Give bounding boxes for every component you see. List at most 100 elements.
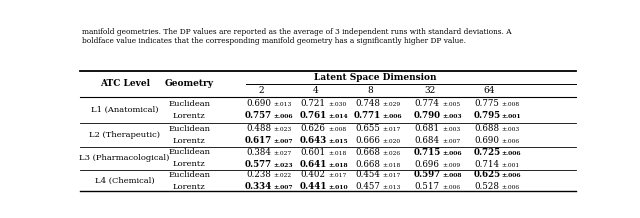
Text: Latent Space Dimension: Latent Space Dimension: [314, 73, 436, 82]
Text: ±.008: ±.008: [442, 173, 461, 178]
Text: L3 (Pharmacological): L3 (Pharmacological): [79, 154, 170, 162]
Text: 0.684: 0.684: [415, 136, 440, 145]
Text: 0.774: 0.774: [415, 99, 440, 108]
Text: 8: 8: [367, 86, 373, 95]
Text: 0.384: 0.384: [246, 148, 271, 157]
Text: ±.020: ±.020: [383, 139, 401, 144]
Text: 0.748: 0.748: [355, 99, 380, 108]
Text: Lorentz: Lorentz: [173, 160, 205, 169]
Text: ATC Level: ATC Level: [100, 79, 150, 88]
Text: 0.457: 0.457: [355, 182, 380, 191]
Text: 0.655: 0.655: [355, 124, 380, 133]
Text: ±.017: ±.017: [383, 127, 401, 132]
Text: 0.666: 0.666: [355, 136, 380, 145]
Text: ±.007: ±.007: [273, 139, 293, 144]
Text: ±.007: ±.007: [442, 139, 460, 144]
Text: ±.013: ±.013: [383, 185, 401, 190]
Text: ±.001: ±.001: [502, 114, 521, 119]
Text: L1 (Anatomical): L1 (Anatomical): [91, 106, 158, 114]
Text: 0.488: 0.488: [246, 124, 271, 133]
Text: 0.402: 0.402: [301, 170, 326, 179]
Text: ±.010: ±.010: [328, 185, 348, 190]
Text: 0.681: 0.681: [415, 124, 440, 133]
Text: Euclidean: Euclidean: [168, 170, 210, 179]
Text: 0.714: 0.714: [474, 160, 499, 169]
Text: 0.725: 0.725: [473, 148, 500, 157]
Text: 0.668: 0.668: [355, 160, 380, 169]
Text: ±.006: ±.006: [442, 185, 460, 190]
Text: ±.001: ±.001: [502, 163, 520, 168]
Text: 0.771: 0.771: [354, 111, 381, 120]
Text: ±.017: ±.017: [328, 173, 346, 178]
Text: 0.757: 0.757: [245, 111, 272, 120]
Text: 4: 4: [313, 86, 319, 95]
Text: ±.017: ±.017: [383, 173, 401, 178]
Text: 0.721: 0.721: [301, 99, 326, 108]
Text: ±.006: ±.006: [442, 151, 461, 156]
Text: ±.009: ±.009: [442, 163, 460, 168]
Text: 0.641: 0.641: [300, 160, 327, 169]
Text: ±.015: ±.015: [328, 139, 348, 144]
Text: ±.023: ±.023: [273, 163, 293, 168]
Text: 0.517: 0.517: [415, 182, 440, 191]
Text: ±.006: ±.006: [502, 185, 520, 190]
Text: 0.625: 0.625: [473, 170, 500, 179]
Text: 0.334: 0.334: [245, 182, 272, 191]
Text: Euclidean: Euclidean: [168, 148, 210, 156]
Text: Euclidean: Euclidean: [168, 124, 210, 133]
Text: ±.023: ±.023: [273, 127, 292, 132]
Text: L4 (Chemical): L4 (Chemical): [95, 177, 154, 185]
Text: 0.688: 0.688: [474, 124, 499, 133]
Text: 0.715: 0.715: [413, 148, 441, 157]
Text: 2: 2: [258, 86, 264, 95]
Text: ±.027: ±.027: [273, 151, 292, 156]
Text: ±.006: ±.006: [383, 114, 402, 119]
Text: Lorentz: Lorentz: [173, 183, 205, 191]
Text: ±.003: ±.003: [442, 127, 460, 132]
Text: ±.006: ±.006: [273, 114, 293, 119]
Text: ±.030: ±.030: [328, 102, 346, 107]
Text: 0.577: 0.577: [245, 160, 272, 169]
Text: ±.018: ±.018: [383, 163, 401, 168]
Text: 64: 64: [483, 86, 495, 95]
Text: 0.790: 0.790: [413, 111, 441, 120]
Text: 32: 32: [424, 86, 435, 95]
Text: ±.006: ±.006: [502, 151, 521, 156]
Text: ±.006: ±.006: [502, 139, 520, 144]
Text: ±.026: ±.026: [383, 151, 401, 156]
Text: ±.003: ±.003: [502, 127, 520, 132]
Text: Lorentz: Lorentz: [173, 112, 205, 120]
Text: 0.761: 0.761: [300, 111, 327, 120]
Text: 0.795: 0.795: [473, 111, 500, 120]
Text: 0.238: 0.238: [246, 170, 271, 179]
Text: 0.626: 0.626: [301, 124, 326, 133]
Text: Geometry: Geometry: [164, 79, 214, 88]
Text: ±.022: ±.022: [273, 173, 292, 178]
Text: Euclidean: Euclidean: [168, 100, 210, 108]
Text: ±.018: ±.018: [328, 163, 348, 168]
Text: ±.003: ±.003: [442, 114, 461, 119]
Text: Lorentz: Lorentz: [173, 137, 205, 145]
Text: ±.008: ±.008: [328, 127, 346, 132]
Text: 0.643: 0.643: [300, 136, 327, 145]
Text: ±.013: ±.013: [273, 102, 292, 107]
Text: ±.007: ±.007: [273, 185, 293, 190]
Text: L2 (Therapeutic): L2 (Therapeutic): [89, 131, 160, 139]
Text: 0.597: 0.597: [413, 170, 441, 179]
Text: ±.006: ±.006: [502, 173, 521, 178]
Text: 0.668: 0.668: [355, 148, 380, 157]
Text: ±.029: ±.029: [383, 102, 401, 107]
Text: 0.617: 0.617: [245, 136, 272, 145]
Text: 0.454: 0.454: [355, 170, 380, 179]
Text: 0.690: 0.690: [474, 136, 499, 145]
Text: ±.008: ±.008: [502, 102, 520, 107]
Text: manifold geometries. The DP values are reported as the average of 3 independent : manifold geometries. The DP values are r…: [83, 28, 512, 45]
Text: 0.775: 0.775: [474, 99, 499, 108]
Text: 0.528: 0.528: [474, 182, 499, 191]
Text: ±.005: ±.005: [442, 102, 460, 107]
Text: 0.601: 0.601: [301, 148, 326, 157]
Text: 0.690: 0.690: [246, 99, 271, 108]
Text: ±.018: ±.018: [328, 151, 346, 156]
Text: ±.014: ±.014: [328, 114, 348, 119]
Text: 0.441: 0.441: [300, 182, 327, 191]
